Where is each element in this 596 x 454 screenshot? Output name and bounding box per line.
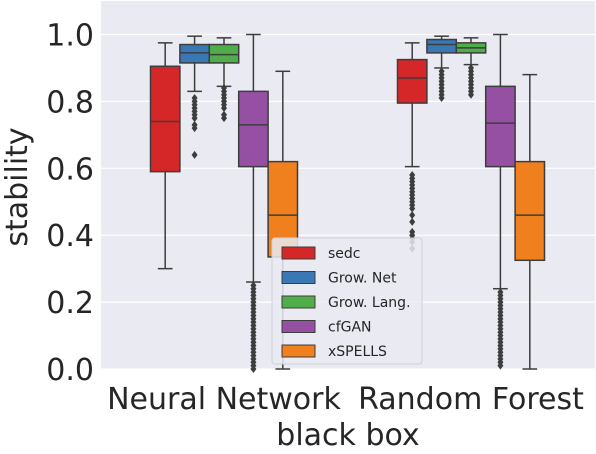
- iqr-box: [149, 65, 181, 173]
- y-tick-label: 0.8: [46, 85, 94, 120]
- y-tick-label: 0.2: [46, 286, 94, 321]
- box-cfgan-neural-network: [237, 33, 269, 373]
- iqr-box: [514, 160, 546, 262]
- outlier-point: [409, 204, 416, 213]
- outlier-point: [438, 94, 445, 103]
- outlier-point: [409, 211, 416, 220]
- legend-swatch: [281, 344, 316, 358]
- x-tick-label: Neural Network: [107, 382, 341, 417]
- x-tick-label: Random Forest: [358, 382, 584, 417]
- iqr-box: [426, 38, 458, 54]
- outlier-point: [250, 365, 257, 373]
- legend-label: cfGAN: [328, 320, 372, 336]
- outlier-point: [468, 90, 474, 99]
- outlier-point: [497, 361, 504, 370]
- y-tick-labels: 0.0 0.2 0.4 0.6 0.8 1.0: [46, 19, 94, 389]
- legend-swatch: [281, 295, 316, 309]
- y-tick-label: 1.0: [46, 19, 94, 54]
- legend-label: Grow. Lang.: [328, 295, 411, 311]
- box-sedc-random-forest: [396, 42, 428, 253]
- legend-swatch: [281, 246, 316, 260]
- legend-swatch: [281, 271, 316, 284]
- outlier-point: [191, 124, 198, 133]
- legend-swatch: [281, 320, 316, 333]
- legend-label: sedc: [328, 246, 361, 262]
- box-series: [149, 33, 546, 373]
- legend: sedc Grow. Net Grow. Lang. cfGAN xSPELLS: [271, 237, 423, 365]
- box-cfgan-random-forest: [484, 33, 516, 370]
- outlier-point: [221, 104, 227, 113]
- iqr-box: [179, 43, 211, 64]
- iqr-box: [208, 43, 240, 64]
- box-grow-lang--random-forest: [455, 37, 487, 99]
- outlier-point: [221, 114, 227, 123]
- outlier-point: [409, 217, 416, 226]
- box-grow-lang--neural-network: [208, 37, 240, 123]
- legend-label: xSPELLS: [328, 344, 387, 360]
- box-grow-net-random-forest: [426, 35, 458, 103]
- iqr-box: [396, 58, 428, 104]
- box-sedc-neural-network: [149, 42, 181, 270]
- y-tick-label: 0.6: [46, 152, 94, 187]
- y-tick-label: 0.0: [46, 353, 94, 388]
- y-tick-label: 0.4: [46, 219, 94, 254]
- box-grow-net-neural-network: [179, 35, 211, 159]
- x-tick-labels: Neural Network Random Forest: [107, 382, 584, 417]
- box-xspells-random-forest: [514, 73, 546, 370]
- outlier-point: [191, 114, 198, 123]
- outlier-point: [191, 150, 198, 159]
- legend-label: Grow. Net: [328, 271, 397, 287]
- y-axis-label: stability: [0, 127, 35, 246]
- x-axis-label: black box: [276, 418, 419, 453]
- iqr-box: [237, 90, 269, 168]
- iqr-box: [484, 85, 516, 168]
